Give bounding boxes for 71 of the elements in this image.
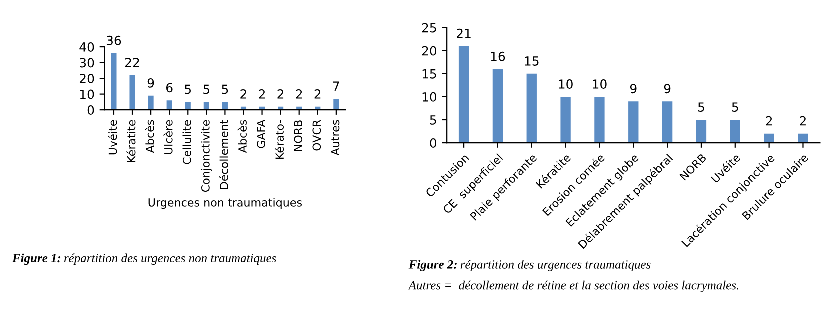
data-label: 2 [259,89,265,99]
data-label: 16 [491,52,506,62]
data-label: 5 [222,84,228,94]
bar [492,69,504,144]
bar [628,102,639,144]
caption: Figure 2: répartition des urgences traumatiques [408,260,651,272]
data-label: 36 [106,36,122,46]
data-label: 5 [698,102,704,112]
data-label: 2 [278,89,284,99]
x-axis-title: Urgences non traumatiques [148,198,302,210]
data-label: 2 [314,89,321,99]
y-tick-label: 30 [80,58,94,68]
bar [696,120,707,144]
bar [560,96,571,144]
data-label: 21 [457,28,471,38]
data-label: 6 [166,83,173,93]
text: Autres = décollement de rétine et la section des voies lacrymales. [408,280,739,292]
y-tick-label: 40 [80,42,94,52]
bar [148,96,154,110]
bar [730,120,740,144]
x-tick-label: Autres [331,120,340,156]
x-tick-label: Kératite [126,120,136,162]
bar [458,46,470,144]
y-tick-label: 25 [422,23,436,33]
y-tick-label: 0 [88,106,94,116]
y-tick-label: 0 [430,138,437,148]
x-tick-label: Abcès [238,120,247,154]
bar [798,134,808,144]
data-label: 5 [732,102,738,112]
data-label: 5 [204,84,210,94]
data-label: 9 [148,78,154,88]
data-label: 9 [664,84,671,94]
x-tick-label: GAFA [257,120,266,148]
y-tick-label: 10 [422,92,437,102]
bar [662,102,673,144]
data-label: 10 [559,80,573,89]
x-tick-label: NORB [294,120,303,152]
bar [130,75,136,110]
data-label: 2 [766,116,772,126]
bar [204,102,210,110]
data-label: 7 [333,82,340,91]
bar [526,74,537,144]
bar [594,96,605,144]
bar [111,53,117,110]
y-tick-label: 5 [430,116,436,125]
x-tick-label: Ulcère [164,120,173,154]
bar [334,99,340,110]
x-tick-label: Conjonctivite [201,120,212,192]
y-tick-label: 20 [422,46,437,56]
bar [764,134,774,144]
x-tick-label: Abcès [145,120,154,154]
data-label: 9 [630,84,637,94]
x-tick-label: OVCR [312,120,322,151]
data-label: 2 [296,89,302,99]
bar [185,102,191,110]
x-tick-label: Kérato- [274,120,284,160]
bar [222,102,228,110]
x-tick-label: Uvéite [108,120,118,155]
y-tick-label: 10 [80,90,94,100]
data-label: 5 [185,84,192,94]
caption: Figure 1: répartition des urgences non traumatiques [12,254,276,266]
x-tick-label: Cellulite [182,120,192,164]
y-tick-label: 20 [80,74,94,84]
data-label: 15 [525,56,539,66]
data-label: 22 [125,58,140,68]
bar [166,100,172,110]
data-label: 2 [240,89,246,99]
data-label: 10 [593,80,607,89]
y-tick-label: 15 [422,70,436,79]
x-tick-label: Décollement [219,120,228,190]
data-label: 2 [800,116,806,126]
